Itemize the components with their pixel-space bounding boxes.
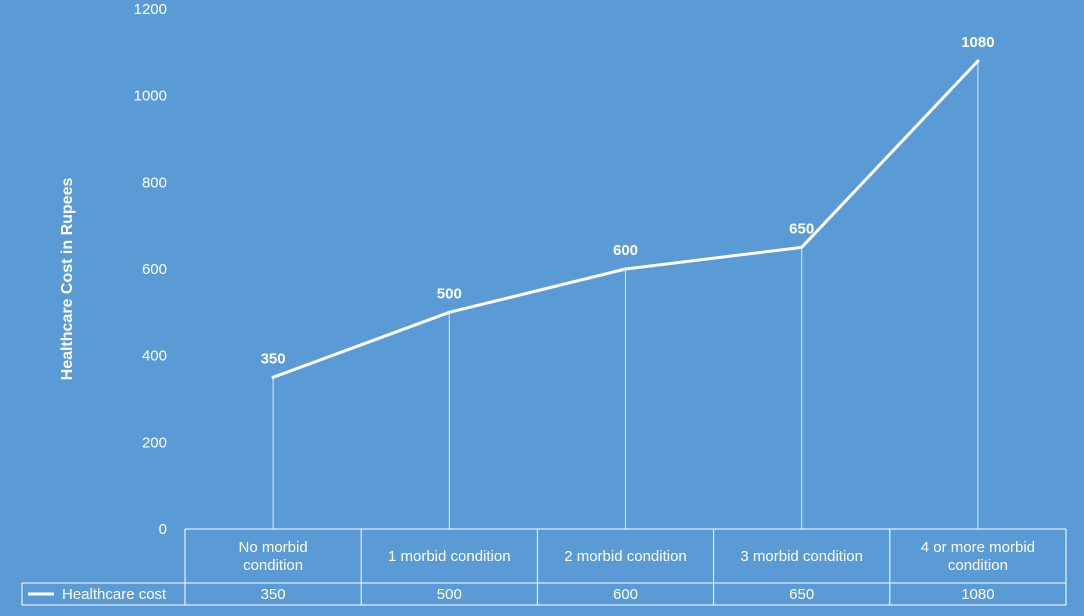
series-group bbox=[271, 59, 980, 379]
category-label: condition bbox=[243, 557, 303, 574]
y-tick-label: 0 bbox=[159, 521, 167, 538]
data-point bbox=[271, 375, 275, 379]
y-axis-ticks: 0 200 400 600 800 1000 1200 bbox=[134, 1, 167, 538]
data-point bbox=[624, 267, 627, 271]
y-tick-label: 200 bbox=[142, 434, 167, 451]
data-point bbox=[447, 310, 451, 314]
y-tick-label: 1000 bbox=[134, 88, 167, 105]
data-label: 350 bbox=[261, 350, 286, 367]
table-value: 500 bbox=[437, 586, 462, 603]
category-label: 4 or more morbid bbox=[921, 539, 1035, 556]
data-point bbox=[976, 59, 980, 63]
category-label: 1 morbid condition bbox=[388, 548, 511, 565]
drop-lines bbox=[272, 61, 979, 529]
data-label: 1080 bbox=[961, 34, 994, 51]
table-value: 650 bbox=[789, 586, 814, 603]
table-value: 350 bbox=[261, 586, 286, 603]
y-axis-title: Healthcare Cost in Rupees bbox=[59, 178, 76, 381]
category-label: 2 morbid condition bbox=[564, 548, 687, 565]
category-label: condition bbox=[948, 557, 1008, 574]
data-label: 650 bbox=[789, 220, 814, 237]
data-label: 500 bbox=[437, 285, 462, 302]
category-label: 3 morbid condition bbox=[740, 548, 863, 565]
data-labels: 350 500 600 650 1080 bbox=[261, 34, 995, 367]
category-label: No morbid bbox=[238, 539, 307, 556]
data-label: 600 bbox=[613, 242, 638, 259]
y-tick-label: 400 bbox=[142, 348, 167, 365]
y-tick-label: 800 bbox=[142, 174, 167, 191]
table-value: 600 bbox=[613, 586, 638, 603]
data-point bbox=[800, 245, 804, 249]
y-tick-label: 600 bbox=[142, 261, 167, 278]
table-value: 1080 bbox=[961, 586, 994, 603]
y-tick-label: 1200 bbox=[134, 1, 167, 18]
legend-label: Healthcare cost bbox=[62, 586, 167, 603]
